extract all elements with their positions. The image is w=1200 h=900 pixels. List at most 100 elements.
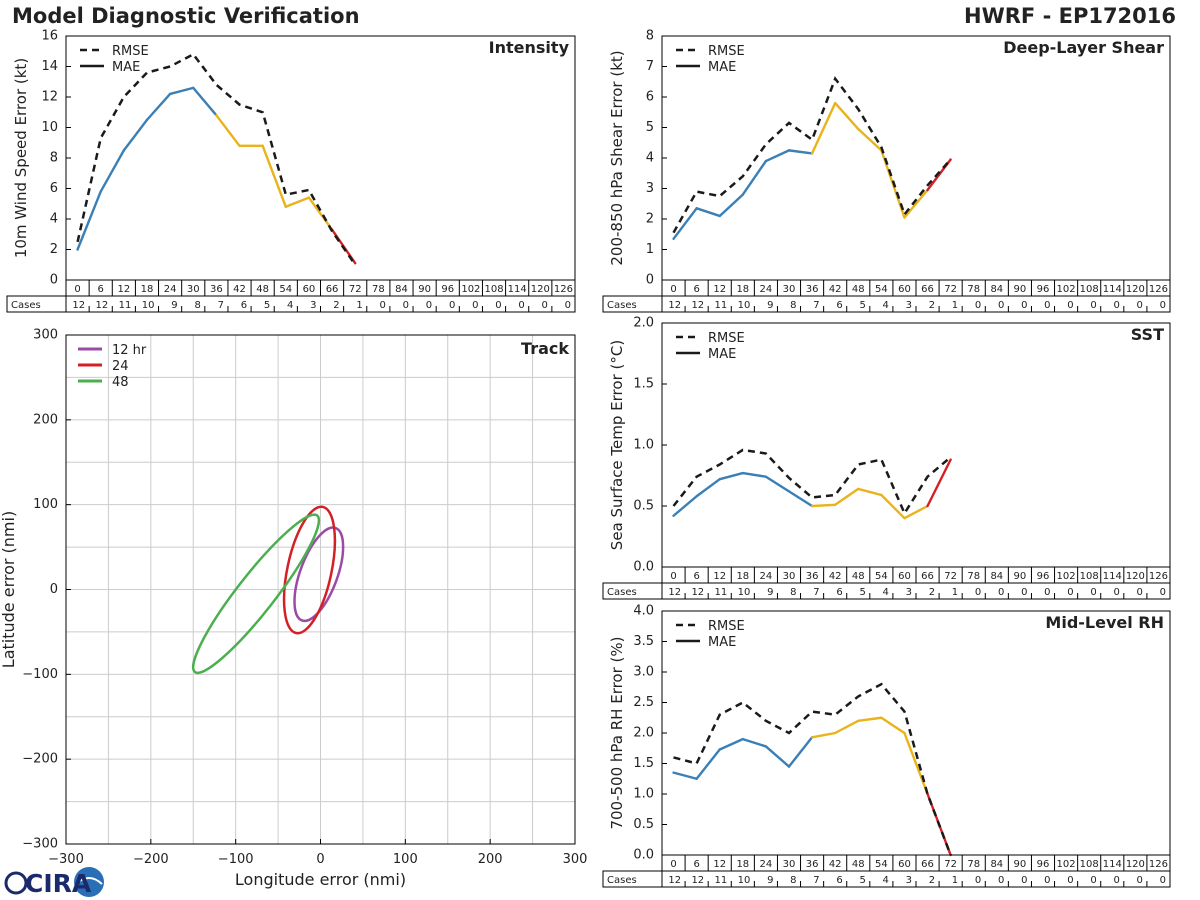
panel-mid-level-rh: 0.0 0.5 1.0 1.5 2.0 2.5 3.0 3.5 4.0 700-500 hPa R… [602, 604, 1171, 888]
case-cell: 0 [1137, 587, 1143, 598]
leadtime-cell: 84 [990, 284, 1003, 295]
y-tick-label: 4 [50, 212, 58, 227]
cases-row [602, 295, 1171, 313]
mae-line-segment [810, 101, 837, 155]
mae-line-segment [741, 159, 768, 196]
legend-rmse-label: RMSE [708, 44, 745, 59]
mae-line-segment [99, 149, 126, 193]
mae-line-segment [810, 503, 837, 508]
case-cell: 0 [1160, 587, 1166, 598]
panel-track: −300 −200 −100 0 100 200 300 −300 −200 −100 0 100 20… [0, 328, 587, 890]
mae-line-segment [695, 207, 721, 218]
legend-mae-label: MAE [708, 60, 736, 75]
case-cell: 11 [715, 300, 728, 311]
case-cell: 0 [1067, 587, 1073, 598]
y-tick-label: 4 [646, 151, 654, 166]
leadtime-cell: 126 [1149, 859, 1168, 870]
x-tick-label: 200 [478, 852, 503, 867]
case-cell: 1 [356, 300, 362, 311]
y-tick-label: −300 [22, 837, 58, 852]
case-cell: 12 [668, 875, 681, 886]
leadtime-cell: 90 [418, 284, 431, 295]
y-tick-label: 2.0 [633, 316, 654, 331]
leadtime-cell: 90 [1014, 571, 1027, 582]
leadtime-cell: 36 [806, 284, 819, 295]
cases-label: Cases [607, 587, 637, 598]
y-axis-label: Latitude error (nmi) [0, 511, 18, 668]
leadtime-cell: 72 [944, 859, 957, 870]
case-cell: 0 [1067, 875, 1073, 886]
x-tick-label: 300 [563, 852, 588, 867]
case-cell: 12 [668, 300, 681, 311]
case-cell: 0 [975, 300, 981, 311]
case-cell: 1 [952, 587, 958, 598]
logo-ring [4, 871, 28, 895]
leadtime-cell: 6 [693, 284, 699, 295]
y-tick-label: 2 [646, 212, 654, 227]
legend-mae-label: MAE [112, 60, 140, 75]
case-cell: 0 [1090, 300, 1096, 311]
case-cell: 4 [287, 300, 293, 311]
leadtime-cell: 30 [783, 284, 796, 295]
case-cell: 0 [1090, 587, 1096, 598]
plot-frame [661, 35, 1171, 281]
cases-label: Cases [607, 875, 637, 886]
mae-line-segment [122, 118, 149, 152]
case-cell: 9 [767, 300, 773, 311]
mae-line-segment [926, 458, 952, 508]
leadtime-cell: 6 [98, 284, 104, 295]
y-tick-label: 0 [50, 273, 58, 288]
mae-line-segment [741, 471, 768, 478]
case-cell: 0 [1137, 875, 1143, 886]
y-tick-label: 1 [646, 242, 654, 257]
leadtime-cell: 114 [1103, 859, 1122, 870]
y-tick-label: 200 [33, 412, 58, 427]
y-tick-label: −100 [22, 667, 58, 682]
mae-line-segment [880, 716, 906, 735]
mae-line-segment [764, 745, 791, 768]
case-cell: 0 [1090, 875, 1096, 886]
case-cell: 11 [715, 587, 728, 598]
case-cell: 6 [241, 300, 247, 311]
case-cell: 10 [738, 587, 751, 598]
leadtime-cell: 102 [1057, 859, 1076, 870]
leadtime-cell: 48 [852, 284, 865, 295]
legend-label: 48 [112, 375, 129, 390]
y-tick-label: 0 [646, 273, 654, 288]
case-cell: 3 [906, 300, 912, 311]
cira-logo: CIRA [4, 867, 104, 898]
y-tick-label: 2.5 [633, 695, 654, 710]
case-cell: 0 [541, 300, 547, 311]
case-cell: 0 [380, 300, 386, 311]
track-ellipse-24 [282, 505, 337, 635]
case-cell: 0 [1044, 587, 1050, 598]
leadtime-cell: 102 [1057, 284, 1076, 295]
leadtime-cell: 96 [1037, 284, 1050, 295]
leadtime-cell: 18 [736, 284, 749, 295]
leadtime-cell: 78 [967, 859, 980, 870]
plot-frame [65, 35, 576, 281]
y-tick-label: 100 [33, 497, 58, 512]
mae-line-segment [718, 471, 745, 481]
case-cell: 12 [691, 587, 704, 598]
leadtime-cell: 12 [117, 284, 130, 295]
leadtime-cell: 0 [670, 859, 676, 870]
case-cell: 1 [952, 300, 958, 311]
mae-line-segment [903, 188, 929, 219]
leadtime-cell: 66 [921, 859, 934, 870]
y-tick-label: 6 [646, 90, 654, 105]
y-tick-label: 7 [646, 59, 654, 74]
leadtime-cell: 126 [1149, 571, 1168, 582]
case-cell: 4 [883, 875, 889, 886]
leadtime-cell: 72 [944, 284, 957, 295]
leadtime-cell: 102 [1057, 571, 1076, 582]
leadtime-cell: 30 [783, 859, 796, 870]
rmse-line [672, 448, 952, 516]
case-cell: 5 [264, 300, 270, 311]
leadtime-cell: 54 [875, 859, 888, 870]
leadtime-cell: 120 [1126, 571, 1145, 582]
case-cell: 7 [218, 300, 224, 311]
case-cell: 0 [998, 875, 1004, 886]
leadtime-cell: 108 [1080, 571, 1099, 582]
leadtime-cell: 36 [210, 284, 223, 295]
